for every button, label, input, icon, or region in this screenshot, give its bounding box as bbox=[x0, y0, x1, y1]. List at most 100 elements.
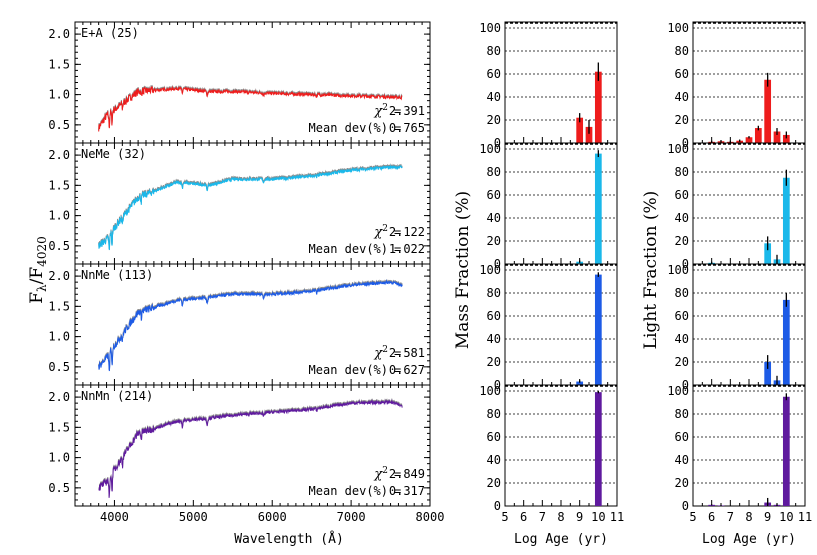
y-tick-label: 60 bbox=[675, 309, 689, 323]
fraction-bar bbox=[782, 177, 790, 264]
chi2-label: χ2 bbox=[373, 103, 388, 119]
y-tick-label: 100 bbox=[667, 384, 689, 398]
y-tick-label: 20 bbox=[675, 355, 689, 369]
y-tick-label: 40 bbox=[675, 453, 689, 467]
y-tick-label: 20 bbox=[487, 355, 501, 369]
y-tick-label: 80 bbox=[487, 44, 501, 58]
chi2-value: 2.391 bbox=[389, 104, 425, 118]
observed-spectrum-line bbox=[98, 279, 403, 372]
light-x-ticks: 5 6 7 8 9 10 11 bbox=[689, 510, 812, 524]
y-tick-label: 20 bbox=[675, 113, 689, 127]
y-tick-label: 1.0 bbox=[48, 88, 70, 102]
chi2-label: χ2 bbox=[373, 466, 388, 482]
x-tick-label: 10 bbox=[591, 510, 605, 524]
y-tick-label: 20 bbox=[487, 113, 501, 127]
y-tick-label: 100 bbox=[479, 142, 501, 156]
y-tick-label: 80 bbox=[675, 165, 689, 179]
spectra-x-label: Wavelength (Å) bbox=[234, 531, 344, 547]
y-tick-label: 60 bbox=[675, 67, 689, 81]
y-tick-label: 40 bbox=[675, 332, 689, 346]
fraction-bar bbox=[576, 117, 584, 143]
fraction-panel: 0 20 40 60 80 100 bbox=[667, 21, 806, 150]
chi2-eq: = bbox=[394, 346, 401, 360]
light-fraction-column: 0204060801000204060801000204060801000204… bbox=[641, 21, 812, 547]
x-tick-label: 7 bbox=[727, 510, 734, 524]
y-tick-label: 1.0 bbox=[48, 451, 70, 465]
y-tick-label: 60 bbox=[487, 188, 501, 202]
chi2-value: 2.122 bbox=[389, 225, 425, 239]
x-tick-label: 11 bbox=[798, 510, 812, 524]
fraction-bar bbox=[782, 396, 790, 506]
fraction-bar bbox=[782, 299, 790, 385]
meandev-value: 0.765 bbox=[389, 121, 425, 135]
x-tick-label: 8 bbox=[745, 510, 752, 524]
spectra-x-ticks: 4000 5000 6000 7000 8000 bbox=[100, 510, 444, 524]
y-tick-label: 40 bbox=[487, 90, 501, 104]
y-tick-label: 2.0 bbox=[48, 269, 70, 283]
y-tick-label: 20 bbox=[675, 476, 689, 490]
mass-x-ticks: 5 6 7 8 9 10 11 bbox=[501, 510, 624, 524]
y-tick-label: 40 bbox=[675, 211, 689, 225]
fraction-bar bbox=[576, 381, 584, 385]
y-tick-label: 1.5 bbox=[48, 178, 70, 192]
fraction-panel: 0 20 40 60 80 100 bbox=[479, 142, 618, 271]
mass-x-label: Log Age (yr) bbox=[514, 532, 608, 547]
y-tick-label: 0 bbox=[494, 136, 501, 150]
y-tick-label: 60 bbox=[487, 309, 501, 323]
fraction-bar bbox=[764, 243, 772, 264]
y-tick-label: 0 bbox=[494, 499, 501, 513]
y-tick-label: 60 bbox=[675, 188, 689, 202]
fraction-panel: 0 20 40 60 80 100 bbox=[667, 142, 806, 271]
fraction-panel-frame bbox=[692, 21, 806, 144]
y-tick-label: 20 bbox=[487, 476, 501, 490]
meandev-eq: = bbox=[394, 363, 401, 377]
observed-spectrum-line bbox=[98, 85, 403, 132]
y-tick-label: 100 bbox=[667, 21, 689, 35]
x-tick-label: 11 bbox=[610, 510, 624, 524]
x-tick-label: 8 bbox=[557, 510, 564, 524]
x-tick-label: 5000 bbox=[179, 510, 208, 524]
y-tick-label: 20 bbox=[675, 234, 689, 248]
x-tick-label: 8000 bbox=[416, 510, 445, 524]
spectrum-panel-name: NnMn (214) bbox=[81, 389, 153, 403]
x-tick-label: 6 bbox=[708, 510, 715, 524]
chi2-eq: = bbox=[394, 467, 401, 481]
y-tick-label: 0.5 bbox=[48, 360, 70, 374]
y-tick-label: 0.5 bbox=[48, 481, 70, 495]
y-tick-label: 100 bbox=[667, 263, 689, 277]
y-tick-label: 0 bbox=[682, 499, 689, 513]
y-tick-label: 40 bbox=[487, 332, 501, 346]
y-tick-label: 40 bbox=[675, 90, 689, 104]
x-tick-label: 4000 bbox=[100, 510, 129, 524]
spectrum-panel-name: E+A (25) bbox=[81, 26, 139, 40]
meandev-eq: = bbox=[394, 121, 401, 135]
y-tick-label: 0 bbox=[494, 378, 501, 392]
y-tick-label: 2.0 bbox=[48, 27, 70, 41]
y-tick-label: 40 bbox=[487, 453, 501, 467]
y-tick-label: 60 bbox=[487, 430, 501, 444]
fraction-bar bbox=[594, 71, 602, 143]
fraction-bar bbox=[782, 134, 790, 143]
observed-spectrum-line bbox=[98, 398, 403, 498]
chi2-value: 2.849 bbox=[389, 467, 425, 481]
meandev-eq: = bbox=[394, 242, 401, 256]
y-tick-label: 80 bbox=[487, 165, 501, 179]
y-tick-label: 0 bbox=[682, 136, 689, 150]
x-tick-label: 9 bbox=[576, 510, 583, 524]
meandev-eq: = bbox=[394, 484, 401, 498]
x-tick-label: 6000 bbox=[258, 510, 287, 524]
fraction-panel: 0 20 40 60 80 100 bbox=[479, 263, 618, 392]
fraction-panel: 0 20 40 60 80 100 bbox=[479, 21, 618, 150]
spectra-y-label: Fλ/F4020 bbox=[27, 236, 49, 303]
model-spectrum-line bbox=[98, 163, 403, 249]
y-tick-label: 100 bbox=[667, 142, 689, 156]
y-tick-label: 80 bbox=[675, 44, 689, 58]
y-tick-label: 80 bbox=[487, 407, 501, 421]
mass-y-label: Mass Fraction (%) bbox=[453, 191, 473, 349]
fraction-bar bbox=[764, 79, 772, 143]
y-tick-label: 1.5 bbox=[48, 57, 70, 71]
y-tick-label: 1.5 bbox=[48, 299, 70, 313]
